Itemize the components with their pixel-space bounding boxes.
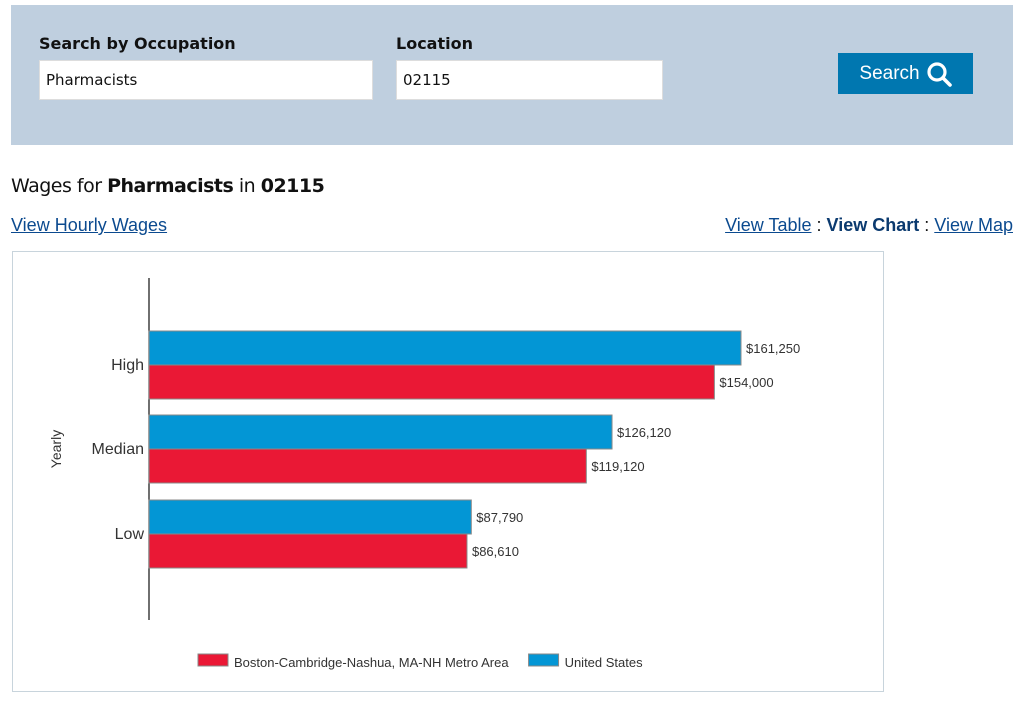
search-button[interactable]: Search [838,53,973,94]
bar-low-metro [148,533,468,569]
occupation-label: Search by Occupation [39,34,236,53]
view-switcher: View Table : View Chart : View Map [725,215,1013,236]
separator: : [816,215,822,235]
bar-median-us [148,414,613,450]
category-label-high: High [111,357,144,374]
search-icon [926,61,952,87]
location-input[interactable] [396,60,663,100]
y-axis-label: Yearly [48,430,64,468]
category-label-low: Low [115,526,145,543]
title-prefix: Wages for [11,175,108,197]
title-mid: in [233,175,261,197]
view-map-link[interactable]: View Map [934,215,1013,235]
view-hourly-wages-link[interactable]: View Hourly Wages [11,215,168,235]
legend-swatch [197,653,229,667]
category-label-median: Median [92,441,144,458]
bar-high-metro [148,364,715,400]
search-panel: Search by Occupation Location Search [11,5,1013,145]
legend-swatch [528,653,560,667]
legend-label: Boston-Cambridge-Nashua, MA-NH Metro Are… [234,655,509,670]
bar-high-us [148,330,742,366]
data-label: $87,790 [476,510,523,525]
separator: : [924,215,930,235]
chart-container [12,251,884,692]
view-table-link[interactable]: View Table [725,215,812,235]
view-chart-current: View Chart [826,215,920,235]
occupation-input[interactable] [39,60,373,100]
data-label: $154,000 [719,375,773,390]
data-label: $86,610 [472,544,519,559]
bar-median-metro [148,448,587,484]
data-label: $119,120 [591,459,644,474]
data-label: $161,250 [746,341,800,356]
legend-label: United States [565,655,644,670]
title-location: 02115 [260,175,325,197]
bar-low-us [148,499,472,535]
data-label: $126,120 [617,425,671,440]
page-title: Wages for Pharmacists in 02115 [11,175,325,197]
search-button-label: Search [859,62,920,84]
location-label: Location [396,34,473,53]
title-occupation: Pharmacists [107,175,234,197]
